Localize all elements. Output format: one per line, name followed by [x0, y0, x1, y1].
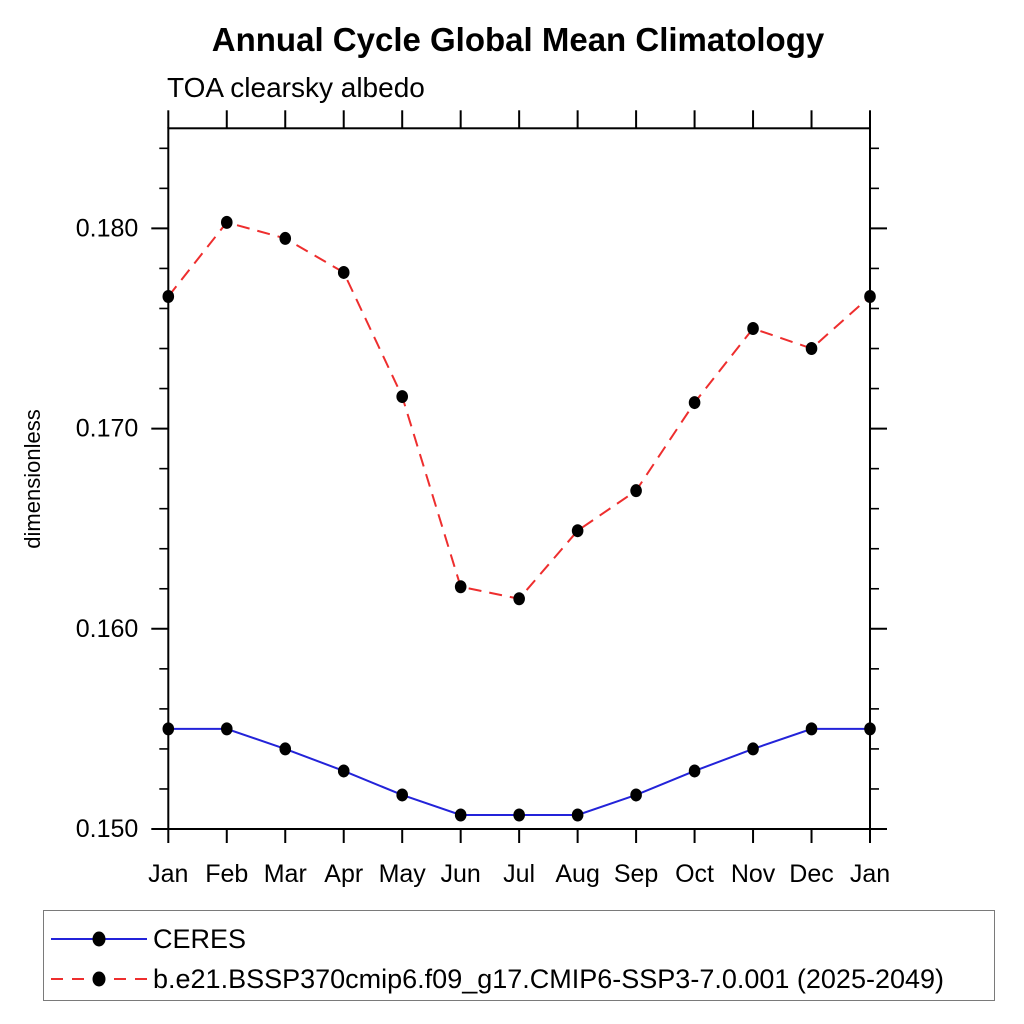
- series-line-0: [168, 727, 870, 816]
- y-axis-label: dimensionless: [20, 409, 45, 548]
- x-tick-label: Jul: [503, 860, 535, 888]
- data-point-marker: [337, 764, 350, 778]
- data-point-marker: [279, 742, 292, 756]
- x-tick-label: Dec: [789, 860, 833, 888]
- legend-line-sample-model: [51, 971, 147, 987]
- y-tick-label: 0.180: [76, 214, 139, 242]
- data-point-marker: [688, 396, 701, 410]
- data-point-marker: [630, 788, 642, 802]
- data-point-marker: [747, 742, 759, 756]
- x-tick-label: Apr: [324, 860, 363, 888]
- data-point-marker: [396, 788, 409, 802]
- axis-ticks: Jan Feb Mar Apr May Jun Jul Aug Sep Oct Nov Dec Jan 0…: [76, 110, 890, 888]
- x-tick-label: May: [379, 860, 427, 888]
- data-point-marker: [747, 322, 759, 335]
- y-tick-label: 0.170: [76, 415, 139, 443]
- data-point-marker: [513, 592, 525, 606]
- data-point-marker: [337, 265, 350, 279]
- data-point-marker: [630, 484, 642, 498]
- data-point-marker: [688, 764, 701, 778]
- data-series: [162, 215, 876, 822]
- legend-row-ceres: CERES: [44, 919, 246, 959]
- x-tick-label: Aug: [555, 860, 599, 888]
- x-tick-label: Oct: [675, 860, 714, 888]
- data-point-marker: [279, 231, 292, 245]
- legend-row-model: b.e21.BSSP370cmip6.f09_g17.CMIP6-SSP3-7.…: [44, 959, 944, 999]
- data-point-marker: [571, 524, 584, 538]
- x-tick-label: Jun: [441, 860, 481, 888]
- x-tick-label: Jan: [148, 860, 188, 888]
- plot-frame: [167, 127, 872, 831]
- x-tick-label: Nov: [731, 860, 776, 888]
- legend-line-sample-ceres: [51, 931, 147, 947]
- data-point-marker: [220, 215, 233, 229]
- legend-label-ceres: CERES: [153, 923, 247, 954]
- chart-title: Annual Cycle Global Mean Climatology: [211, 21, 825, 58]
- data-point-marker: [396, 390, 409, 404]
- chart-subtitle: TOA clearsky albedo: [167, 72, 425, 103]
- data-point-marker: [454, 808, 467, 822]
- x-tick-label: Jan: [850, 860, 890, 888]
- plot-area: dimensionless Jan Feb Mar Apr May Jun Jul Aug Se…: [20, 110, 890, 888]
- data-point-marker: [805, 342, 818, 356]
- series-line-1: [167, 221, 871, 600]
- y-tick-label: 0.160: [76, 615, 139, 643]
- legend-marker-icon: [92, 931, 106, 947]
- x-tick-label: Sep: [614, 860, 658, 888]
- data-point-marker: [805, 722, 818, 736]
- legend-label-model: b.e21.BSSP370cmip6.f09_g17.CMIP6-SSP3-7.…: [153, 963, 945, 994]
- y-tick-label: 0.150: [76, 815, 139, 843]
- legend-marker-icon: [92, 971, 106, 987]
- data-point-marker: [571, 808, 584, 822]
- legend-box: CERES b.e21.BSSP370cmip6.f09_g17.CMIP6-S…: [43, 910, 995, 1001]
- data-point-marker: [220, 722, 233, 736]
- data-point-marker: [454, 580, 467, 594]
- x-tick-label: Mar: [264, 860, 307, 888]
- data-point-marker: [513, 808, 525, 822]
- x-tick-label: Feb: [205, 860, 248, 888]
